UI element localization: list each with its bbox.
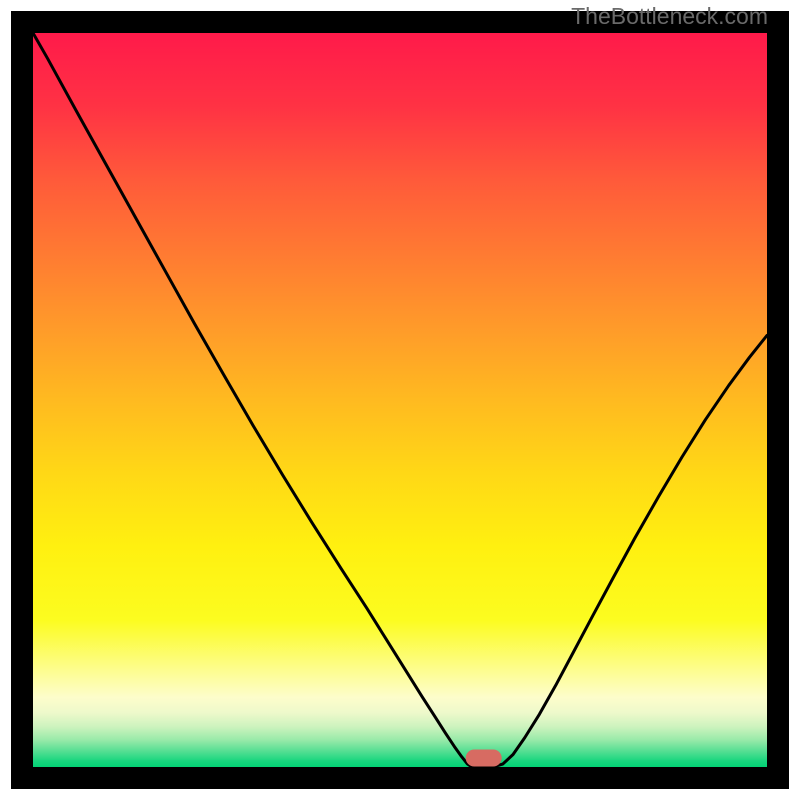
watermark-label: TheBottleneck.com: [571, 3, 768, 30]
bottleneck-chart: TheBottleneck.com: [0, 0, 800, 800]
chart-frame-border: [11, 11, 789, 789]
